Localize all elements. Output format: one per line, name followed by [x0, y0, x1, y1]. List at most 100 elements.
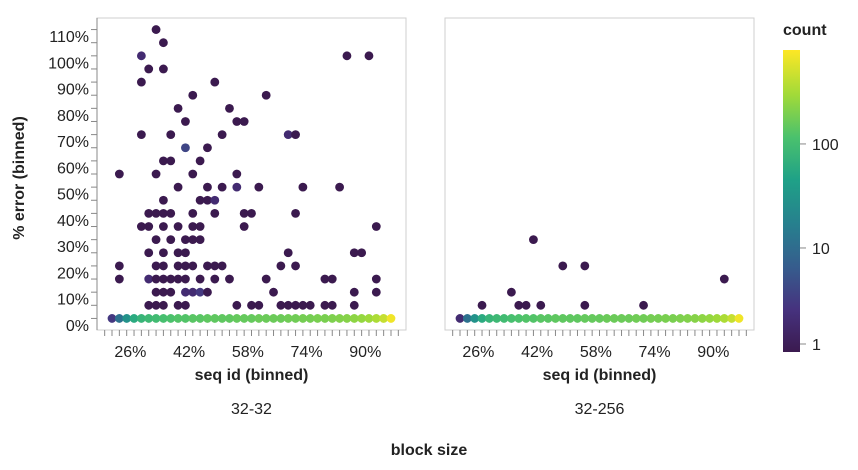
legend-tick-label: 1 [812, 337, 821, 354]
data-point [232, 169, 242, 179]
data-point [342, 51, 352, 61]
data-point [327, 274, 337, 284]
data-point [247, 208, 256, 218]
data-point [203, 287, 212, 297]
data-point [195, 274, 205, 284]
data-point [254, 314, 264, 323]
data-point [239, 314, 249, 323]
data-point [151, 287, 161, 297]
x-tick-label: 90% [697, 344, 729, 361]
data-point [261, 90, 271, 100]
data-point [712, 314, 722, 323]
data-point [276, 261, 286, 271]
data-point [151, 314, 161, 323]
data-point [151, 235, 161, 245]
data-point [173, 103, 183, 113]
data-point [159, 274, 168, 284]
data-point [646, 314, 656, 323]
data-point [254, 300, 264, 310]
data-point [543, 314, 553, 323]
facet-32-256: 26% 42% 58% 74% 90% seq id (binned) 32-256 [444, 17, 755, 418]
data-point [668, 314, 678, 323]
data-point [602, 314, 612, 323]
data-point [269, 314, 278, 323]
data-point [247, 300, 256, 310]
data-point [232, 182, 242, 192]
data-point [173, 182, 183, 192]
data-point [203, 195, 212, 205]
data-point [371, 222, 381, 231]
data-point [195, 314, 205, 323]
data-point [254, 182, 264, 192]
data-point [529, 314, 538, 323]
data-point [159, 261, 168, 271]
data-point [151, 300, 161, 310]
data-point [514, 300, 524, 310]
data-point [181, 261, 190, 271]
data-point [247, 314, 256, 323]
data-point [181, 235, 190, 245]
data-point [477, 300, 487, 310]
data-point [144, 208, 154, 218]
data-point [624, 314, 634, 323]
data-point [195, 222, 205, 231]
data-point [217, 182, 227, 192]
data-point [114, 261, 124, 271]
data-point [203, 182, 212, 192]
data-point [173, 248, 183, 258]
data-point [335, 182, 344, 192]
data-point [136, 314, 146, 323]
data-point [514, 314, 524, 323]
data-point [455, 314, 465, 323]
data-point [181, 248, 190, 258]
data-point [188, 222, 198, 231]
data-point [159, 38, 168, 48]
data-point [151, 169, 161, 179]
data-point [239, 208, 249, 218]
data-point [173, 300, 183, 310]
data-point [217, 314, 227, 323]
data-point [371, 287, 381, 297]
legend-tick-label: 10 [812, 241, 830, 258]
data-point [558, 314, 568, 323]
data-point [166, 130, 176, 140]
data-point [734, 314, 744, 323]
x-tick-label: 42% [173, 344, 205, 361]
data-point [683, 314, 692, 323]
data-point [536, 314, 546, 323]
data-point [305, 314, 315, 323]
data-point [173, 222, 183, 231]
data-point [320, 300, 330, 310]
data-point [551, 314, 560, 323]
data-point [470, 314, 480, 323]
data-point [166, 208, 176, 218]
data-point [114, 274, 124, 284]
data-point [203, 314, 212, 323]
data-point [631, 314, 641, 323]
data-point [210, 314, 220, 323]
x-tick-label: 74% [291, 344, 323, 361]
data-point [210, 261, 220, 271]
data-point [181, 300, 190, 310]
data-point [203, 261, 212, 271]
data-point [291, 208, 300, 218]
data-point [291, 300, 300, 310]
data-point [371, 314, 381, 323]
data-point [114, 314, 124, 323]
data-point [159, 300, 168, 310]
data-point [217, 130, 227, 140]
data-point [188, 314, 198, 323]
data-point [697, 314, 707, 323]
data-point [617, 314, 626, 323]
data-point [210, 77, 220, 87]
data-point [639, 314, 648, 323]
data-point [166, 274, 176, 284]
data-point [580, 300, 590, 310]
data-point [269, 287, 278, 297]
data-point [195, 156, 205, 166]
data-point [558, 261, 568, 271]
data-point [507, 314, 516, 323]
data-point [166, 235, 176, 245]
y-tick-label: 30% [57, 239, 89, 256]
